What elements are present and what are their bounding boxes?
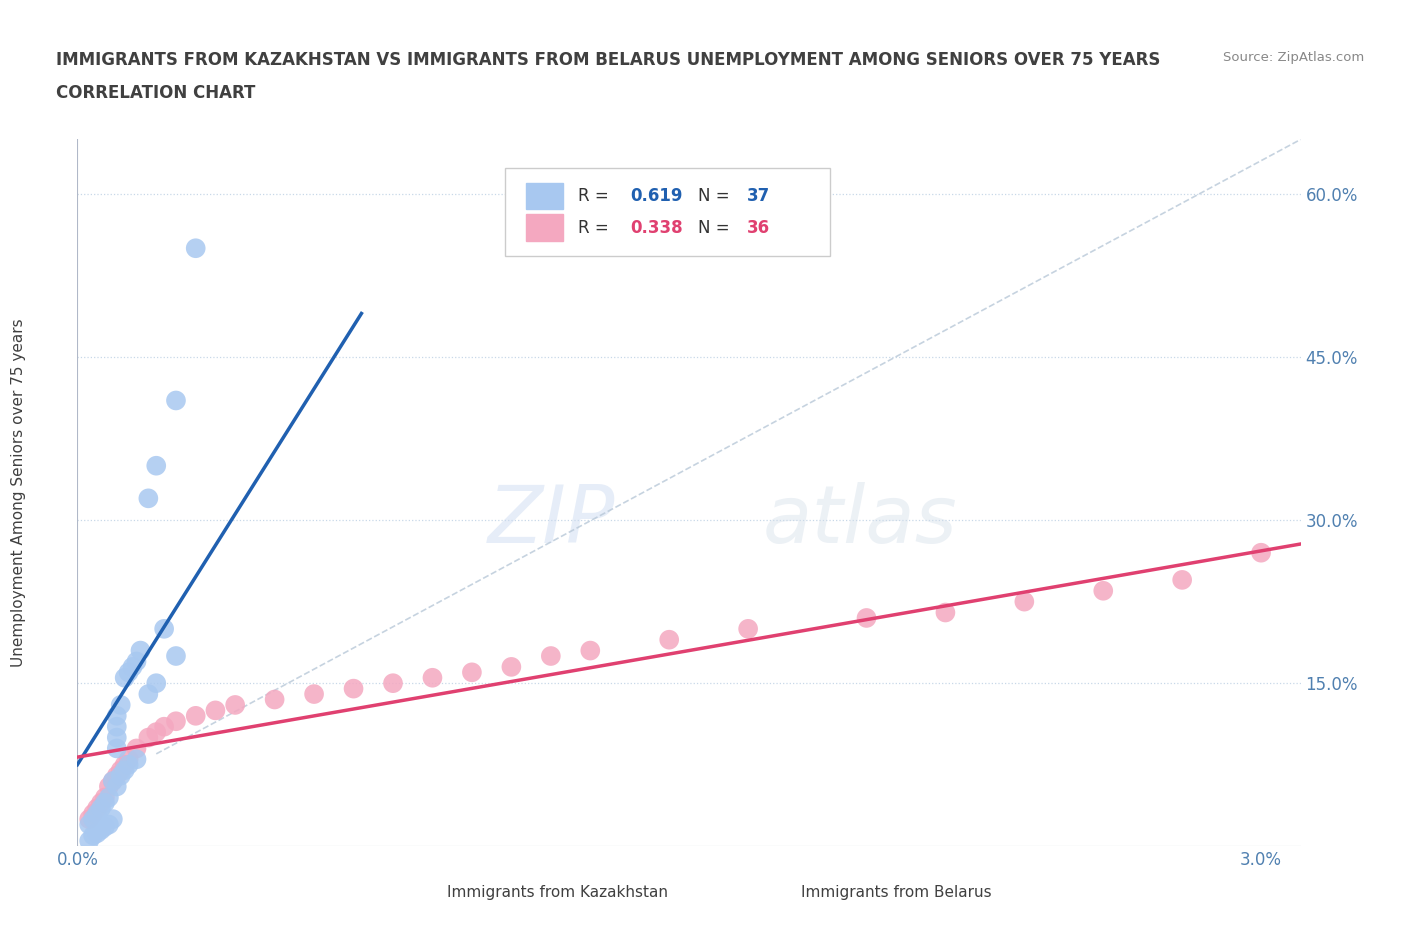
Point	[125, 751, 148, 766]
Point	[110, 768, 132, 783]
Point	[97, 817, 120, 832]
Point	[165, 393, 187, 408]
Point	[77, 833, 100, 848]
Point	[86, 801, 108, 816]
Point	[382, 676, 405, 691]
Point	[540, 648, 562, 663]
Point	[82, 812, 104, 827]
Point	[117, 665, 139, 680]
Text: R =: R =	[578, 187, 613, 205]
Text: CORRELATION CHART: CORRELATION CHART	[56, 84, 256, 101]
Text: IMMIGRANTS FROM KAZAKHSTAN VS IMMIGRANTS FROM BELARUS UNEMPLOYMENT AMONG SENIORS: IMMIGRANTS FROM KAZAKHSTAN VS IMMIGRANTS…	[56, 51, 1160, 69]
Bar	[526, 215, 562, 241]
Point	[125, 654, 148, 669]
Point	[82, 806, 104, 821]
Text: ZIP: ZIP	[488, 482, 616, 560]
Point	[1014, 594, 1036, 609]
Text: 0.338: 0.338	[630, 219, 683, 237]
Bar	[402, 878, 439, 907]
Point	[110, 698, 132, 712]
FancyBboxPatch shape	[506, 167, 830, 256]
Text: Source: ZipAtlas.com: Source: ZipAtlas.com	[1223, 51, 1364, 64]
Point	[129, 644, 152, 658]
Point	[114, 671, 136, 685]
Point	[94, 790, 117, 804]
Point	[105, 741, 128, 756]
Point	[97, 779, 120, 794]
Point	[94, 795, 117, 810]
Text: 36: 36	[747, 219, 769, 237]
Point	[263, 692, 285, 707]
Point	[145, 724, 167, 739]
Point	[125, 741, 148, 756]
Point	[121, 659, 143, 674]
Point	[117, 757, 139, 772]
Point	[501, 659, 523, 674]
Point	[1250, 545, 1272, 560]
Point	[145, 676, 167, 691]
Point	[165, 714, 187, 729]
Point	[117, 751, 139, 766]
Point	[184, 241, 207, 256]
Point	[855, 610, 877, 625]
Text: N =: N =	[697, 219, 734, 237]
Point	[342, 681, 364, 696]
Point	[114, 763, 136, 777]
Point	[934, 605, 956, 620]
Point	[105, 730, 128, 745]
Point	[77, 817, 100, 832]
Point	[224, 698, 246, 712]
Point	[101, 774, 124, 789]
Text: 0.619: 0.619	[630, 187, 683, 205]
Point	[94, 819, 117, 834]
Point	[82, 828, 104, 843]
Point	[1171, 573, 1194, 588]
Point	[461, 665, 484, 680]
Point	[97, 790, 120, 804]
Point	[105, 768, 128, 783]
Point	[153, 719, 176, 734]
Point	[105, 779, 128, 794]
Point	[658, 632, 681, 647]
Point	[90, 801, 112, 816]
Text: N =: N =	[697, 187, 734, 205]
Point	[114, 757, 136, 772]
Point	[105, 719, 128, 734]
Point	[138, 730, 160, 745]
Point	[101, 774, 124, 789]
Point	[90, 795, 112, 810]
Point	[153, 621, 176, 636]
Point	[579, 644, 602, 658]
Text: Unemployment Among Seniors over 75 years: Unemployment Among Seniors over 75 years	[11, 319, 25, 667]
Point	[737, 621, 759, 636]
Point	[86, 806, 108, 821]
Point	[90, 822, 112, 837]
Text: Immigrants from Kazakhstan: Immigrants from Kazakhstan	[447, 884, 668, 899]
Point	[77, 812, 100, 827]
Bar	[526, 182, 562, 209]
Point	[101, 812, 124, 827]
Text: atlas: atlas	[762, 482, 957, 560]
Point	[302, 686, 325, 701]
Point	[138, 491, 160, 506]
Point	[105, 709, 128, 724]
Point	[145, 458, 167, 473]
Point	[422, 671, 444, 685]
Text: Immigrants from Belarus: Immigrants from Belarus	[801, 884, 993, 899]
Point	[1092, 583, 1115, 598]
Point	[138, 686, 160, 701]
Text: R =: R =	[578, 219, 613, 237]
Point	[110, 763, 132, 777]
Text: 37: 37	[747, 187, 769, 205]
Bar	[756, 878, 793, 907]
Point	[204, 703, 226, 718]
Point	[184, 709, 207, 724]
Point	[165, 648, 187, 663]
Point	[86, 826, 108, 841]
